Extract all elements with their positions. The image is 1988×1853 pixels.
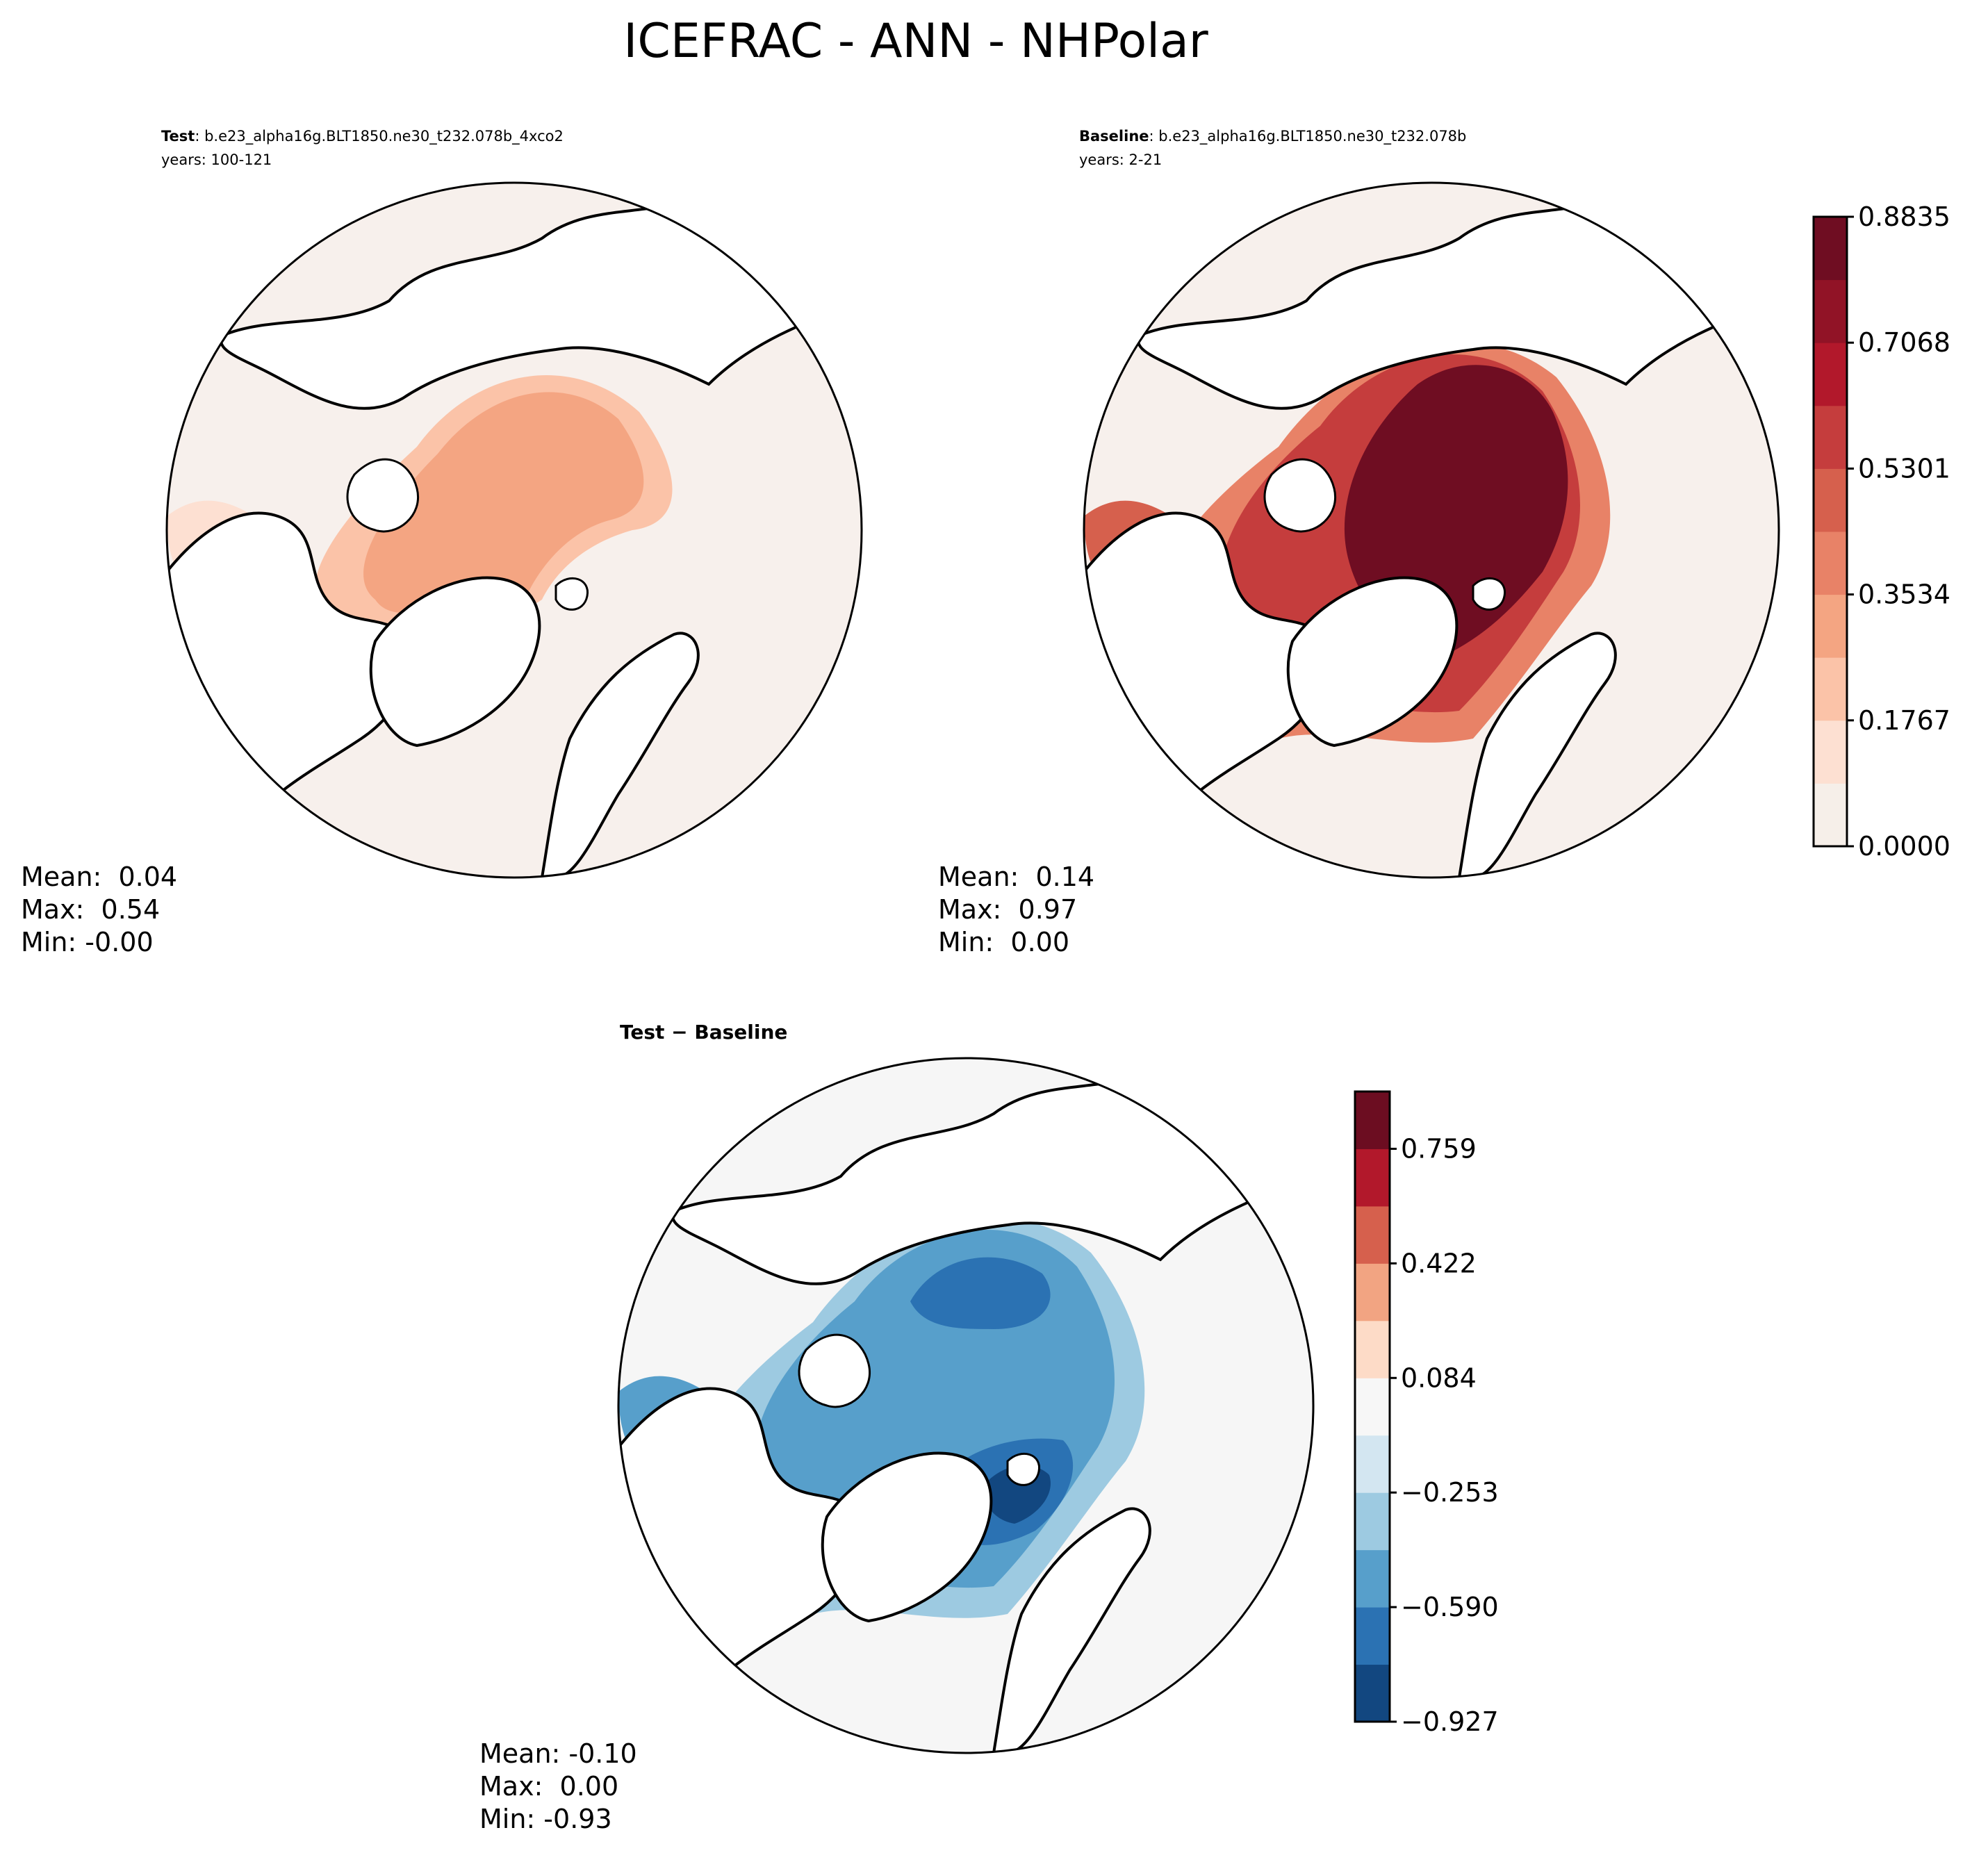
diff-land-greenland bbox=[821, 1451, 993, 1623]
test-stat-max: Max: 0.54 bbox=[21, 894, 160, 925]
baseline-stat-mean: Mean: 0.14 bbox=[938, 862, 1094, 892]
colorbar-main-swatch bbox=[1814, 468, 1847, 532]
colorbar-main-swatch bbox=[1814, 720, 1847, 784]
test-land-svalbard bbox=[554, 577, 589, 611]
colorbar-main-swatch bbox=[1814, 343, 1847, 406]
colorbar-diff-swatch bbox=[1355, 1549, 1390, 1608]
colorbar-diff-swatch bbox=[1355, 1263, 1390, 1321]
colorbar-main-swatch bbox=[1814, 217, 1847, 281]
test-label: Test bbox=[161, 128, 195, 145]
test-land-eurasia bbox=[220, 183, 862, 410]
diff-title: Test − Baseline bbox=[620, 1021, 787, 1044]
colorbar-main-swatch bbox=[1814, 532, 1847, 595]
baseline-map-boundary bbox=[1083, 181, 1780, 879]
test-years: years: 100-121 bbox=[161, 151, 272, 168]
diff-land-svalbard bbox=[1006, 1452, 1040, 1486]
colorbar-main-swatch bbox=[1814, 594, 1847, 658]
colorbar-main-tick-label: 0.0000 bbox=[1858, 831, 1950, 862]
baseline-land-svalbard bbox=[1472, 577, 1506, 611]
diff-panel: Test − Baseline Mean: -0.10 bbox=[479, 1021, 1315, 1834]
baseline-label: Baseline bbox=[1079, 128, 1149, 145]
test-map-boundary bbox=[165, 181, 863, 879]
colorbar-diff-frame bbox=[1354, 1090, 1391, 1723]
baseline-land-greenland bbox=[1286, 576, 1459, 748]
baseline-map bbox=[1083, 181, 1780, 879]
colorbar-diff: −0.927 −0.590 −0.253 0.084 0.422 0.759 bbox=[1354, 1090, 1499, 1737]
diff-stat-max: Max: 0.00 bbox=[479, 1771, 618, 1802]
diff-map-boundary bbox=[617, 1057, 1315, 1754]
diff-land-europe bbox=[992, 1507, 1151, 1753]
colorbar-main: 0.0000 0.1767 0.3534 0.5301 0.7068 0.8835 bbox=[1812, 201, 1950, 862]
colorbar-main-swatch bbox=[1814, 783, 1847, 847]
colorbar-main-tick-label: 0.5301 bbox=[1858, 453, 1950, 484]
diff-stat-mean: Mean: -0.10 bbox=[479, 1738, 637, 1769]
colorbar-diff-swatch bbox=[1355, 1092, 1390, 1149]
colorbar-main-ticks: 0.0000 0.1767 0.3534 0.5301 0.7068 0.8835 bbox=[1847, 201, 1950, 862]
colorbar-diff-tick-label: 0.084 bbox=[1401, 1362, 1477, 1393]
colorbar-main-swatch bbox=[1814, 405, 1847, 469]
colorbar-main-tick-label: 0.1767 bbox=[1858, 705, 1950, 736]
colorbar-diff-swatches bbox=[1355, 1092, 1390, 1722]
diff-map bbox=[617, 1057, 1315, 1754]
colorbar-main-swatch bbox=[1814, 657, 1847, 721]
baseline-years: years: 2-21 bbox=[1079, 151, 1162, 168]
test-land-greenland bbox=[369, 576, 541, 748]
test-stat-mean: Mean: 0.04 bbox=[21, 862, 177, 892]
colorbar-diff-swatch bbox=[1355, 1664, 1390, 1722]
colorbar-diff-tick-label: −0.590 bbox=[1401, 1592, 1499, 1622]
svg-text:Baseline: b.e23_alpha16g.BLT18: Baseline: b.e23_alpha16g.BLT1850.ne30_t2… bbox=[1079, 128, 1466, 145]
colorbar-diff-tick-label: 0.759 bbox=[1401, 1133, 1477, 1164]
colorbar-diff-swatch bbox=[1355, 1435, 1390, 1493]
test-map bbox=[165, 181, 863, 879]
baseline-panel: Baseline: b.e23_alpha16g.BLT1850.ne30_t2… bbox=[938, 128, 1780, 957]
test-land-europe bbox=[540, 632, 700, 878]
figure-title: ICEFRAC - ANN - NHPolar bbox=[623, 14, 1208, 69]
baseline-land-europe bbox=[1457, 632, 1617, 878]
baseline-land-archipelago bbox=[1263, 458, 1336, 533]
diff-stat-min: Min: -0.93 bbox=[479, 1804, 612, 1834]
test-case-name: : b.e23_alpha16g.BLT1850.ne30_t232.078b_… bbox=[195, 128, 564, 145]
colorbar-diff-tick-label: −0.927 bbox=[1401, 1706, 1499, 1737]
colorbar-main-swatches bbox=[1814, 217, 1847, 847]
colorbar-main-frame bbox=[1812, 215, 1848, 848]
colorbar-diff-swatch bbox=[1355, 1205, 1390, 1264]
colorbar-main-tick-label: 0.8835 bbox=[1858, 201, 1950, 232]
colorbar-diff-ticks: −0.927 −0.590 −0.253 0.084 0.422 0.759 bbox=[1390, 1133, 1499, 1737]
colorbar-diff-tick-label: 0.422 bbox=[1401, 1248, 1477, 1278]
diff-land-eurasia bbox=[671, 1058, 1313, 1285]
test-stat-min: Min: -0.00 bbox=[21, 927, 154, 957]
colorbar-diff-tick-label: −0.253 bbox=[1401, 1477, 1499, 1508]
colorbar-diff-swatch bbox=[1355, 1492, 1390, 1551]
colorbar-main-tick-label: 0.7068 bbox=[1858, 327, 1950, 358]
test-panel: Test: b.e23_alpha16g.BLT1850.ne30_t232.0… bbox=[21, 128, 863, 957]
test-ice-inner bbox=[363, 392, 644, 613]
baseline-stat-min: Min: 0.00 bbox=[938, 927, 1069, 957]
svg-text:Test: b.e23_alpha16g.BLT1850.n: Test: b.e23_alpha16g.BLT1850.ne30_t232.0… bbox=[161, 128, 564, 145]
colorbar-diff-swatch bbox=[1355, 1378, 1390, 1436]
colorbar-main-swatch bbox=[1814, 279, 1847, 343]
baseline-stat-max: Max: 0.97 bbox=[938, 894, 1077, 925]
colorbar-diff-swatch bbox=[1355, 1320, 1390, 1378]
baseline-land-eurasia bbox=[1137, 183, 1779, 410]
diff-ice-north bbox=[910, 1257, 1051, 1329]
baseline-case-name: : b.e23_alpha16g.BLT1850.ne30_t232.078b bbox=[1149, 128, 1467, 145]
diff-land-archipelago bbox=[798, 1333, 871, 1408]
test-land-archipelago bbox=[346, 458, 419, 533]
colorbar-main-tick-label: 0.3534 bbox=[1858, 579, 1950, 610]
colorbar-diff-swatch bbox=[1355, 1148, 1390, 1207]
colorbar-diff-swatch bbox=[1355, 1607, 1390, 1665]
